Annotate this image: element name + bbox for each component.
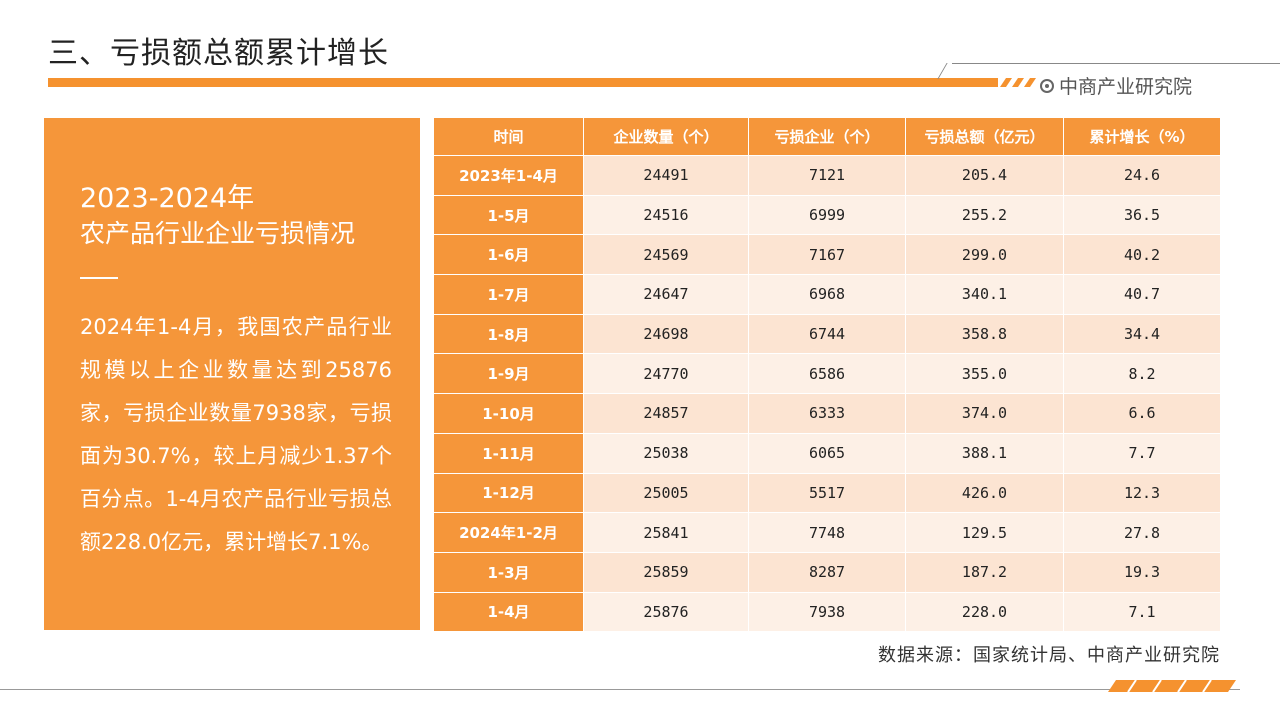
- table-row: 1-4月 25876 7938 228.0 7.1: [434, 591, 1220, 632]
- brand-logo: 中商产业研究院: [1040, 72, 1192, 99]
- table-cell: 374.0: [906, 393, 1064, 433]
- footer-stripes-decoration: [1108, 680, 1236, 692]
- table-header-row: 时间 企业数量（个） 亏损企业（个） 亏损总额（亿元） 累计增长（%）: [434, 118, 1220, 155]
- table-row: 1-6月 24569 7167 299.0 40.2: [434, 234, 1220, 275]
- table-cell: 19.3: [1064, 551, 1220, 592]
- summary-panel: 2023-2024年 农产品行业企业亏损情况 2024年1-4月，我国农产品行业…: [44, 118, 420, 630]
- period-cell: 1-6月: [434, 234, 584, 275]
- table-row: 1-12月 25005 5517 426.0 12.3: [434, 472, 1220, 513]
- table-header-cell: 企业数量（个）: [584, 118, 749, 155]
- page-title: 三、亏损额总额累计增长: [48, 36, 389, 71]
- table-cell: 24647: [584, 274, 749, 314]
- title-underline-bar: [48, 78, 998, 87]
- table-row: 1-5月 24516 6999 255.2 36.5: [434, 194, 1220, 235]
- table-cell: 6.6: [1064, 393, 1220, 433]
- table-cell: 340.1: [906, 274, 1064, 314]
- table-cell: 299.0: [906, 234, 1064, 275]
- period-cell: 1-7月: [434, 274, 584, 314]
- header-divider-slant: [937, 63, 948, 79]
- table-cell: 25038: [584, 432, 749, 473]
- table-row: 1-9月 24770 6586 355.0 8.2: [434, 353, 1220, 394]
- table-cell: 6586: [749, 353, 906, 394]
- target-icon: [1040, 78, 1054, 93]
- table-row: 1-11月 25038 6065 388.1 7.7: [434, 432, 1220, 473]
- table-header-cell: 累计增长（%）: [1064, 118, 1220, 155]
- table-cell: 7938: [749, 591, 906, 632]
- table-row: 1-7月 24647 6968 340.1 40.7: [434, 274, 1220, 314]
- data-source-note: 数据来源：国家统计局、中商产业研究院: [878, 645, 1220, 666]
- period-cell: 1-8月: [434, 313, 584, 354]
- table-row: 1-8月 24698 6744 358.8 34.4: [434, 313, 1220, 354]
- table-cell: 8.2: [1064, 353, 1220, 394]
- title-stripes-decoration: [1000, 78, 1036, 87]
- table-cell: 25876: [584, 591, 749, 632]
- table-cell: 6333: [749, 393, 906, 433]
- table-body: 2023年1-4月 24491 7121 205.4 24.6 1-5月 24516 6999…: [434, 155, 1220, 632]
- table-cell: 6999: [749, 194, 906, 235]
- panel-divider: [80, 277, 118, 279]
- period-cell: 2024年1-2月: [434, 512, 584, 552]
- panel-year: 2023-2024年: [80, 183, 255, 214]
- table-cell: 12.3: [1064, 472, 1220, 513]
- table-cell: 7.7: [1064, 432, 1220, 473]
- table-cell: 187.2: [906, 551, 1064, 592]
- period-cell: 1-11月: [434, 432, 584, 473]
- table-row: 1-10月 24857 6333 374.0 6.6: [434, 393, 1220, 433]
- table-cell: 426.0: [906, 472, 1064, 513]
- table-cell: 40.2: [1064, 234, 1220, 275]
- table-cell: 24.6: [1064, 155, 1220, 195]
- table-cell: 34.4: [1064, 313, 1220, 354]
- table-cell: 205.4: [906, 155, 1064, 195]
- table-cell: 358.8: [906, 313, 1064, 354]
- table-cell: 6744: [749, 313, 906, 354]
- table-cell: 228.0: [906, 591, 1064, 632]
- period-cell: 1-5月: [434, 194, 584, 235]
- table-row: 1-3月 25859 8287 187.2 19.3: [434, 551, 1220, 592]
- table-cell: 7121: [749, 155, 906, 195]
- period-cell: 1-9月: [434, 353, 584, 394]
- table-cell: 8287: [749, 551, 906, 592]
- table-cell: 388.1: [906, 432, 1064, 473]
- period-cell: 1-12月: [434, 472, 584, 513]
- table-cell: 40.7: [1064, 274, 1220, 314]
- table-cell: 5517: [749, 472, 906, 513]
- table-header-cell: 时间: [434, 118, 584, 155]
- table-header-cell: 亏损企业（个）: [749, 118, 906, 155]
- table-cell: 24491: [584, 155, 749, 195]
- header-divider-line: [952, 63, 1280, 64]
- period-cell: 2023年1-4月: [434, 155, 584, 195]
- table-row: 2024年1-2月 25841 7748 129.5 27.8: [434, 512, 1220, 552]
- table-cell: 255.2: [906, 194, 1064, 235]
- table-cell: 7167: [749, 234, 906, 275]
- table-header-cell: 亏损总额（亿元）: [906, 118, 1064, 155]
- table-cell: 25841: [584, 512, 749, 552]
- table-cell: 355.0: [906, 353, 1064, 394]
- period-cell: 1-4月: [434, 591, 584, 632]
- table-cell: 24516: [584, 194, 749, 235]
- table-cell: 25859: [584, 551, 749, 592]
- panel-subtitle: 农产品行业企业亏损情况: [80, 219, 356, 248]
- table-cell: 6065: [749, 432, 906, 473]
- table-cell: 129.5: [906, 512, 1064, 552]
- brand-name: 中商产业研究院: [1059, 76, 1193, 98]
- table-row: 2023年1-4月 24491 7121 205.4 24.6: [434, 155, 1220, 195]
- table-cell: 24698: [584, 313, 749, 354]
- table-cell: 24770: [584, 353, 749, 394]
- period-cell: 1-10月: [434, 393, 584, 433]
- period-cell: 1-3月: [434, 551, 584, 592]
- table-cell: 36.5: [1064, 194, 1220, 235]
- table-cell: 24569: [584, 234, 749, 275]
- table-cell: 7748: [749, 512, 906, 552]
- table-cell: 6968: [749, 274, 906, 314]
- panel-body-text: 2024年1-4月，我国农产品行业规模以上企业数量达到25876家，亏损企业数量…: [80, 315, 392, 554]
- footer-divider-line: [0, 689, 1240, 690]
- loss-data-table: 时间 企业数量（个） 亏损企业（个） 亏损总额（亿元） 累计增长（%） 2023年1-4…: [434, 118, 1220, 632]
- table-cell: 27.8: [1064, 512, 1220, 552]
- table-cell: 7.1: [1064, 591, 1220, 632]
- table-cell: 24857: [584, 393, 749, 433]
- table-cell: 25005: [584, 472, 749, 513]
